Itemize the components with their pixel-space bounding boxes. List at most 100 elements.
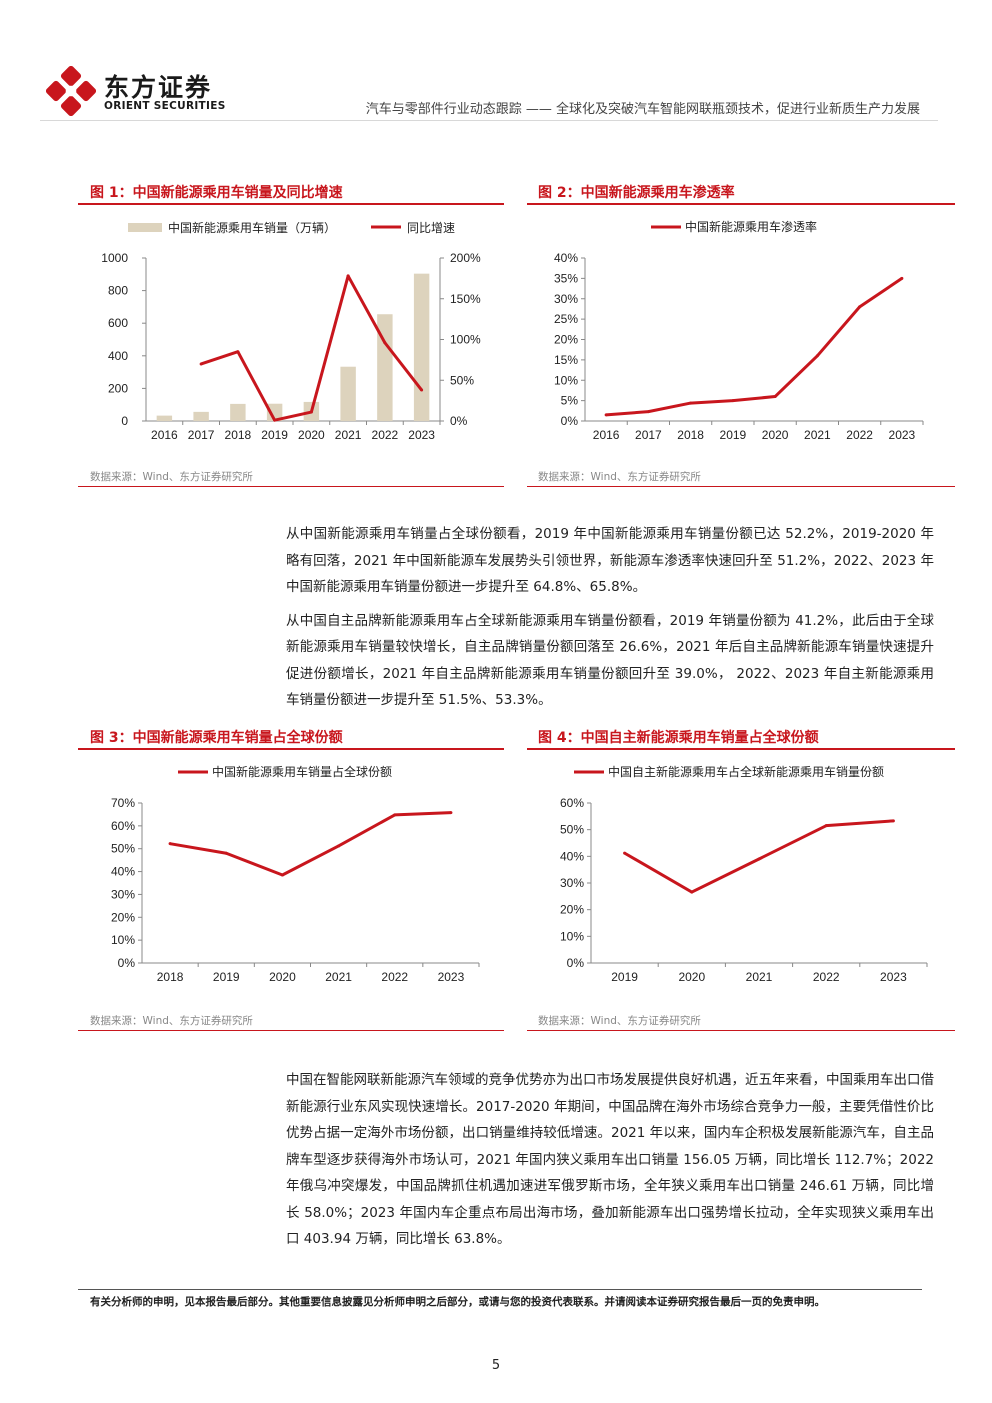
- bar: [266, 403, 283, 421]
- legend-label: 中国新能源乘用车渗透率: [685, 219, 817, 234]
- legend-label-line: 同比增速: [407, 221, 455, 235]
- data-point: [383, 341, 387, 345]
- x-tick-label: 2020: [298, 428, 325, 442]
- y-tick-label: 35%: [554, 271, 578, 285]
- paragraph-domestic-brand-share: 从中国自主品牌新能源乘用车占全球新能源乘用车销量份额看，2019 年销量份额为 …: [286, 612, 934, 709]
- x-tick-label: 2022: [813, 970, 840, 984]
- data-point: [604, 413, 608, 417]
- y-tick-label: 50%: [111, 842, 135, 856]
- x-tick-label: 2019: [213, 970, 240, 984]
- y-tick-label: 0%: [567, 956, 585, 970]
- data-point: [900, 276, 904, 280]
- figure-1-source: 数据来源：Wind、东方证券研究所: [90, 471, 253, 483]
- y-tick-label: 15%: [554, 353, 578, 367]
- data-point: [199, 362, 203, 366]
- figure-1-top-rule: [78, 203, 504, 205]
- y-right-tick-label: 100%: [450, 333, 481, 347]
- y-left-tick-label: 200: [108, 381, 128, 395]
- figure-2-source: 数据来源：Wind、东方证券研究所: [538, 471, 701, 483]
- legend-label: 中国新能源乘用车销量占全球份额: [212, 764, 392, 779]
- legend-label-bar: 中国新能源乘用车销量（万辆）: [168, 220, 336, 235]
- data-point: [858, 305, 862, 309]
- figure-4-title: 图 4：中国自主新能源乘用车销量占全球份额: [538, 730, 819, 746]
- page-number: 5: [491, 1358, 501, 1373]
- bar: [156, 415, 173, 421]
- data-point: [757, 857, 761, 861]
- data-point: [346, 274, 350, 278]
- data-point: [280, 873, 284, 877]
- y-tick-label: 5%: [561, 394, 579, 408]
- x-tick-label: 2021: [804, 428, 831, 442]
- y-tick-label: 10%: [111, 933, 135, 947]
- y-tick-label: 50%: [560, 823, 584, 837]
- y-tick-label: 30%: [560, 876, 584, 890]
- x-tick-label: 2018: [225, 428, 252, 442]
- body-text-block-1: 从中国新能源乘用车销量占全球份额看，2019 年中国新能源乘用车销量份额已达 5…: [286, 521, 934, 714]
- y-tick-label: 20%: [111, 910, 135, 924]
- bar: [193, 411, 209, 421]
- y-tick-label: 20%: [560, 903, 584, 917]
- y-left-tick-label: 800: [108, 284, 128, 298]
- y-left-tick-label: 1000: [101, 251, 128, 265]
- y-left-tick-label: 0: [121, 414, 128, 428]
- data-point: [773, 395, 777, 399]
- chart-nev-sales-growth: 中国新能源乘用车销量（万辆） 同比增速 0 200 400 600 800 1000 0% 50%…: [101, 220, 481, 442]
- x-tick-label: 2019: [611, 970, 638, 984]
- y-right-tick-label: 50%: [450, 373, 474, 387]
- x-tick-label: 2019: [720, 428, 747, 442]
- report-header-title: 汽车与零部件行业动态跟踪 —— 全球化及突破汽车智能网联瓶颈技术，促进行业新质生…: [365, 102, 920, 117]
- data-point: [337, 844, 341, 848]
- x-tick-label: 2023: [889, 428, 916, 442]
- y-tick-label: 10%: [554, 373, 578, 387]
- data-point: [690, 890, 694, 894]
- figure-3-source: 数据来源：Wind、东方证券研究所: [90, 1015, 253, 1027]
- y-tick-label: 0%: [561, 414, 579, 428]
- x-tick-label: 2022: [381, 970, 408, 984]
- x-tick-label: 2023: [438, 970, 465, 984]
- y-tick-label: 0%: [118, 956, 136, 970]
- data-point: [309, 410, 313, 414]
- data-point: [815, 354, 819, 358]
- orient-securities-logo-icon: [46, 66, 96, 116]
- data-point: [824, 824, 828, 828]
- figure-3-title: 图 3：中国新能源乘用车销量占全球份额: [90, 730, 343, 746]
- chart-nev-global-share: 中国新能源乘用车销量占全球份额 0% 10% 20% 30% 40% 50% 60% 70% 20…: [111, 764, 480, 984]
- x-tick-label: 2021: [335, 428, 362, 442]
- series-line: [169, 811, 451, 877]
- series-line: [623, 819, 894, 894]
- y-right-tick-label: 200%: [450, 251, 481, 265]
- x-tick-label: 2017: [188, 428, 215, 442]
- figure-2-bottom-rule: [527, 486, 955, 487]
- legend-swatch-bar: [128, 223, 162, 232]
- figure-1-title: 图 1：中国新能源乘用车销量及同比增速: [90, 185, 343, 201]
- y-right-tick-label: 0%: [450, 414, 468, 428]
- x-tick-label: 2022: [846, 428, 873, 442]
- x-tick-label: 2022: [372, 428, 399, 442]
- y-tick-label: 70%: [111, 796, 135, 810]
- figure-4-bottom-rule: [527, 1030, 955, 1031]
- data-point: [420, 388, 424, 392]
- data-point: [449, 811, 453, 815]
- y-tick-label: 20%: [554, 333, 578, 347]
- data-point: [891, 819, 895, 823]
- figure-1-bottom-rule: [78, 486, 504, 487]
- y-left-tick-label: 600: [108, 316, 128, 330]
- series-line: [606, 277, 903, 417]
- y-tick-label: 10%: [560, 929, 584, 943]
- figure-3-top-rule: [78, 748, 504, 750]
- y-right-tick-label: 150%: [450, 292, 481, 306]
- data-point: [236, 350, 240, 354]
- disclaimer-text: 有关分析师的申明，见本报告最后部分。其他重要信息披露见分析师申明之后部分，或请与…: [90, 1296, 825, 1308]
- data-point: [623, 851, 627, 855]
- y-tick-label: 60%: [560, 796, 584, 810]
- x-tick-label: 2017: [635, 428, 662, 442]
- x-tick-label: 2021: [325, 970, 352, 984]
- data-point: [273, 418, 277, 422]
- y-tick-label: 40%: [560, 849, 584, 863]
- data-point: [646, 410, 650, 414]
- y-tick-label: 30%: [111, 887, 135, 901]
- x-tick-label: 2023: [408, 428, 435, 442]
- legend-label: 中国自主新能源乘用车占全球新能源乘用车销量份额: [608, 764, 884, 779]
- figure-2-title: 图 2：中国新能源乘用车渗透率: [538, 185, 735, 201]
- x-tick-label: 2019: [261, 428, 288, 442]
